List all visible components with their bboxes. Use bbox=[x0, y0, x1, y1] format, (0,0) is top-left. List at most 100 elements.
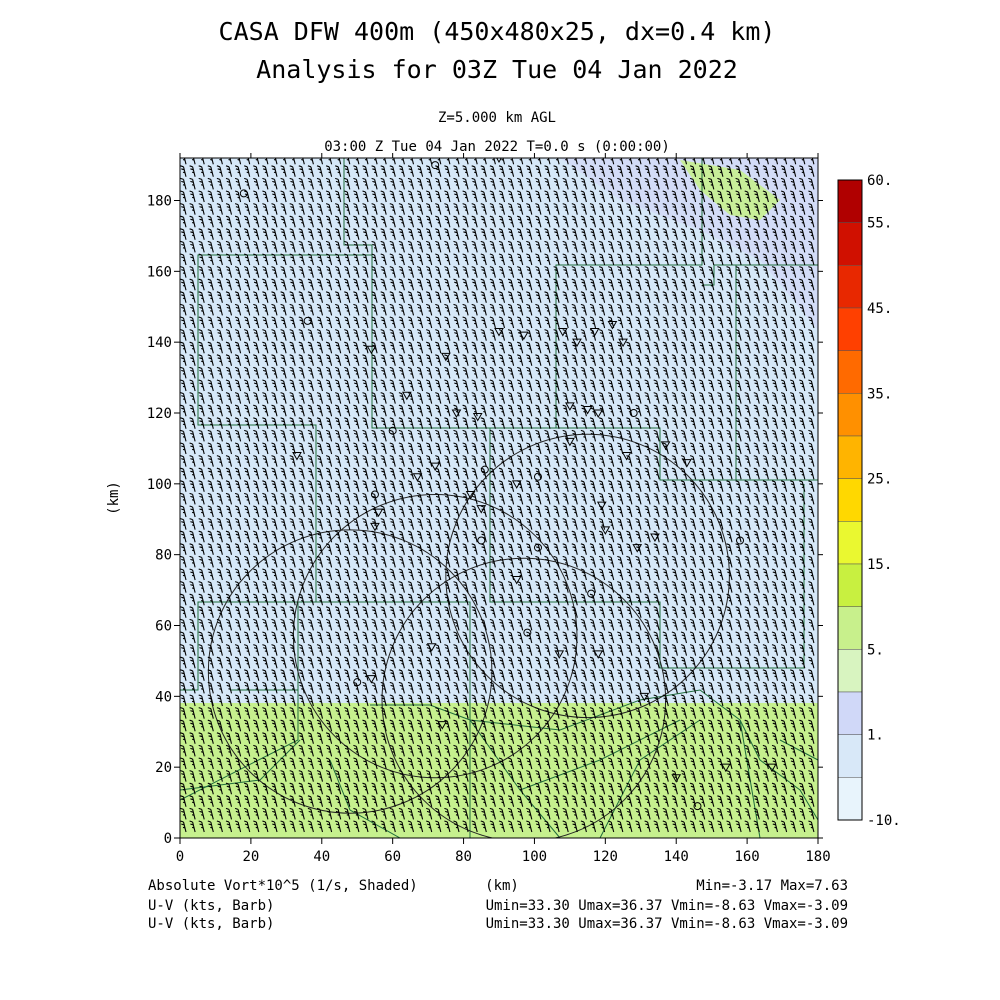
station-triangle bbox=[596, 501, 607, 511]
station-triangle bbox=[511, 575, 522, 585]
station-triangle bbox=[671, 774, 682, 783]
station-triangle bbox=[554, 650, 565, 659]
colorbar-swatch bbox=[837, 777, 863, 821]
uv-stats-2: Umin=33.30 Umax=36.37 Vmin=-8.63 Vmax=-3… bbox=[486, 916, 848, 932]
colorbar-label: 55. bbox=[867, 216, 892, 232]
station-triangle bbox=[292, 452, 302, 461]
station-circle bbox=[693, 802, 702, 811]
station-triangle bbox=[767, 763, 777, 773]
colorbar-swatch bbox=[837, 179, 863, 223]
colorbar-swatch bbox=[837, 734, 863, 778]
y-tick-label: 20 bbox=[155, 760, 172, 776]
station-triangle bbox=[565, 402, 575, 411]
x-tick-label: 80 bbox=[455, 849, 472, 865]
station-triangle bbox=[720, 763, 731, 773]
colorbar-label: 60. bbox=[867, 173, 892, 189]
chart-title: CASA DFW 400m (450x480x25, dx=0.4 km) bbox=[219, 17, 776, 46]
station-triangle bbox=[451, 409, 462, 419]
station-circle bbox=[587, 589, 596, 598]
time-label: 03:00 Z Tue 04 Jan 2022 T=0.0 s (0:00:00… bbox=[324, 139, 670, 155]
y-tick-label: 80 bbox=[155, 548, 172, 564]
station-triangle bbox=[440, 352, 451, 362]
range-ring bbox=[207, 529, 493, 814]
station-circle bbox=[523, 628, 532, 637]
colorbar-swatch bbox=[837, 222, 863, 266]
station-circle bbox=[303, 316, 312, 325]
station-triangle bbox=[589, 328, 600, 337]
x-tick-label: 160 bbox=[734, 849, 759, 865]
field-name: Absolute Vort*10^5 (1/s, Shaded) bbox=[148, 878, 418, 894]
station-triangle bbox=[494, 328, 504, 337]
y-axis-label: (km) bbox=[106, 481, 122, 515]
station-circle bbox=[533, 543, 542, 552]
station-triangle bbox=[650, 533, 660, 542]
colorbar-swatch bbox=[837, 435, 863, 479]
colorbar-label: 5. bbox=[867, 642, 884, 658]
colorbar-swatch bbox=[837, 307, 863, 351]
colorbar-swatch bbox=[837, 521, 863, 565]
station-triangle bbox=[511, 480, 522, 489]
station-circle bbox=[370, 490, 379, 499]
station-triangle bbox=[593, 409, 604, 419]
station-circle bbox=[533, 472, 542, 481]
y-tick-label: 180 bbox=[147, 194, 172, 210]
colorbar-label: 25. bbox=[867, 472, 892, 488]
station-triangle bbox=[582, 405, 593, 415]
wind-barb-field bbox=[180, 158, 815, 833]
colorbar-swatch bbox=[837, 563, 863, 607]
x-tick-label: 180 bbox=[805, 849, 830, 865]
colorbar-label: 45. bbox=[867, 301, 892, 317]
y-tick-label: 40 bbox=[155, 689, 172, 705]
colorbar-swatch bbox=[837, 606, 863, 650]
station-circle bbox=[629, 409, 638, 417]
station-triangle bbox=[639, 692, 650, 702]
colorbar-swatch bbox=[837, 649, 863, 693]
station-circle bbox=[477, 536, 486, 545]
plot-frame bbox=[179, 157, 819, 839]
x-tick-label: 140 bbox=[664, 849, 689, 865]
barb-label-2: U-V (kts, Barb) bbox=[148, 916, 274, 932]
station-triangle bbox=[681, 459, 692, 468]
wind-barbs bbox=[180, 158, 815, 833]
x-tick-label: 100 bbox=[522, 849, 547, 865]
colorbar-swatch bbox=[837, 393, 863, 437]
station-triangle bbox=[593, 650, 604, 659]
station-triangle bbox=[660, 441, 671, 450]
station-circle bbox=[736, 536, 745, 545]
y-tick-label: 140 bbox=[147, 335, 172, 351]
colorbar-swatch bbox=[837, 265, 863, 309]
station-triangle bbox=[632, 544, 643, 553]
station-circle bbox=[388, 426, 397, 435]
station-triangle bbox=[621, 452, 632, 461]
station-triangle bbox=[565, 437, 575, 447]
station-circle bbox=[480, 465, 489, 474]
x-tick-label: 120 bbox=[593, 849, 618, 865]
barb-label-1: U-V (kts, Barb) bbox=[148, 898, 274, 914]
station-triangle bbox=[366, 675, 377, 684]
station-triangle bbox=[430, 462, 441, 472]
station-triangle bbox=[557, 328, 568, 337]
station-triangle bbox=[412, 473, 423, 482]
level-label: Z=5.000 km AGL bbox=[438, 110, 556, 126]
station-triangle bbox=[607, 320, 618, 330]
x-tick-label: 20 bbox=[242, 849, 259, 865]
colorbar-label: 35. bbox=[867, 386, 892, 402]
station-circle bbox=[353, 678, 362, 687]
station-triangle bbox=[401, 391, 412, 401]
x-tick-label: 0 bbox=[176, 849, 184, 865]
station-markers bbox=[239, 158, 777, 811]
field-top-right-patch bbox=[680, 160, 780, 220]
min-max: Min=-3.17 Max=7.63 bbox=[696, 878, 848, 894]
y-tick-label: 160 bbox=[147, 264, 172, 280]
x-tick-label: 40 bbox=[313, 849, 330, 865]
station-triangle bbox=[426, 643, 437, 652]
y-tick-label: 0 bbox=[164, 831, 172, 847]
y-tick-label: 120 bbox=[147, 406, 172, 422]
station-triangle bbox=[618, 338, 628, 348]
colorbar-label: 1. bbox=[867, 728, 884, 744]
y-tick-label: 60 bbox=[155, 619, 172, 635]
station-triangle bbox=[437, 721, 448, 730]
x-axis: 0 20 40 60 80 100 120 140 160 180 bbox=[176, 153, 831, 865]
colorbar: 60. 55. 45. 35. 25. 15. 5. 1. -10. bbox=[837, 173, 901, 829]
